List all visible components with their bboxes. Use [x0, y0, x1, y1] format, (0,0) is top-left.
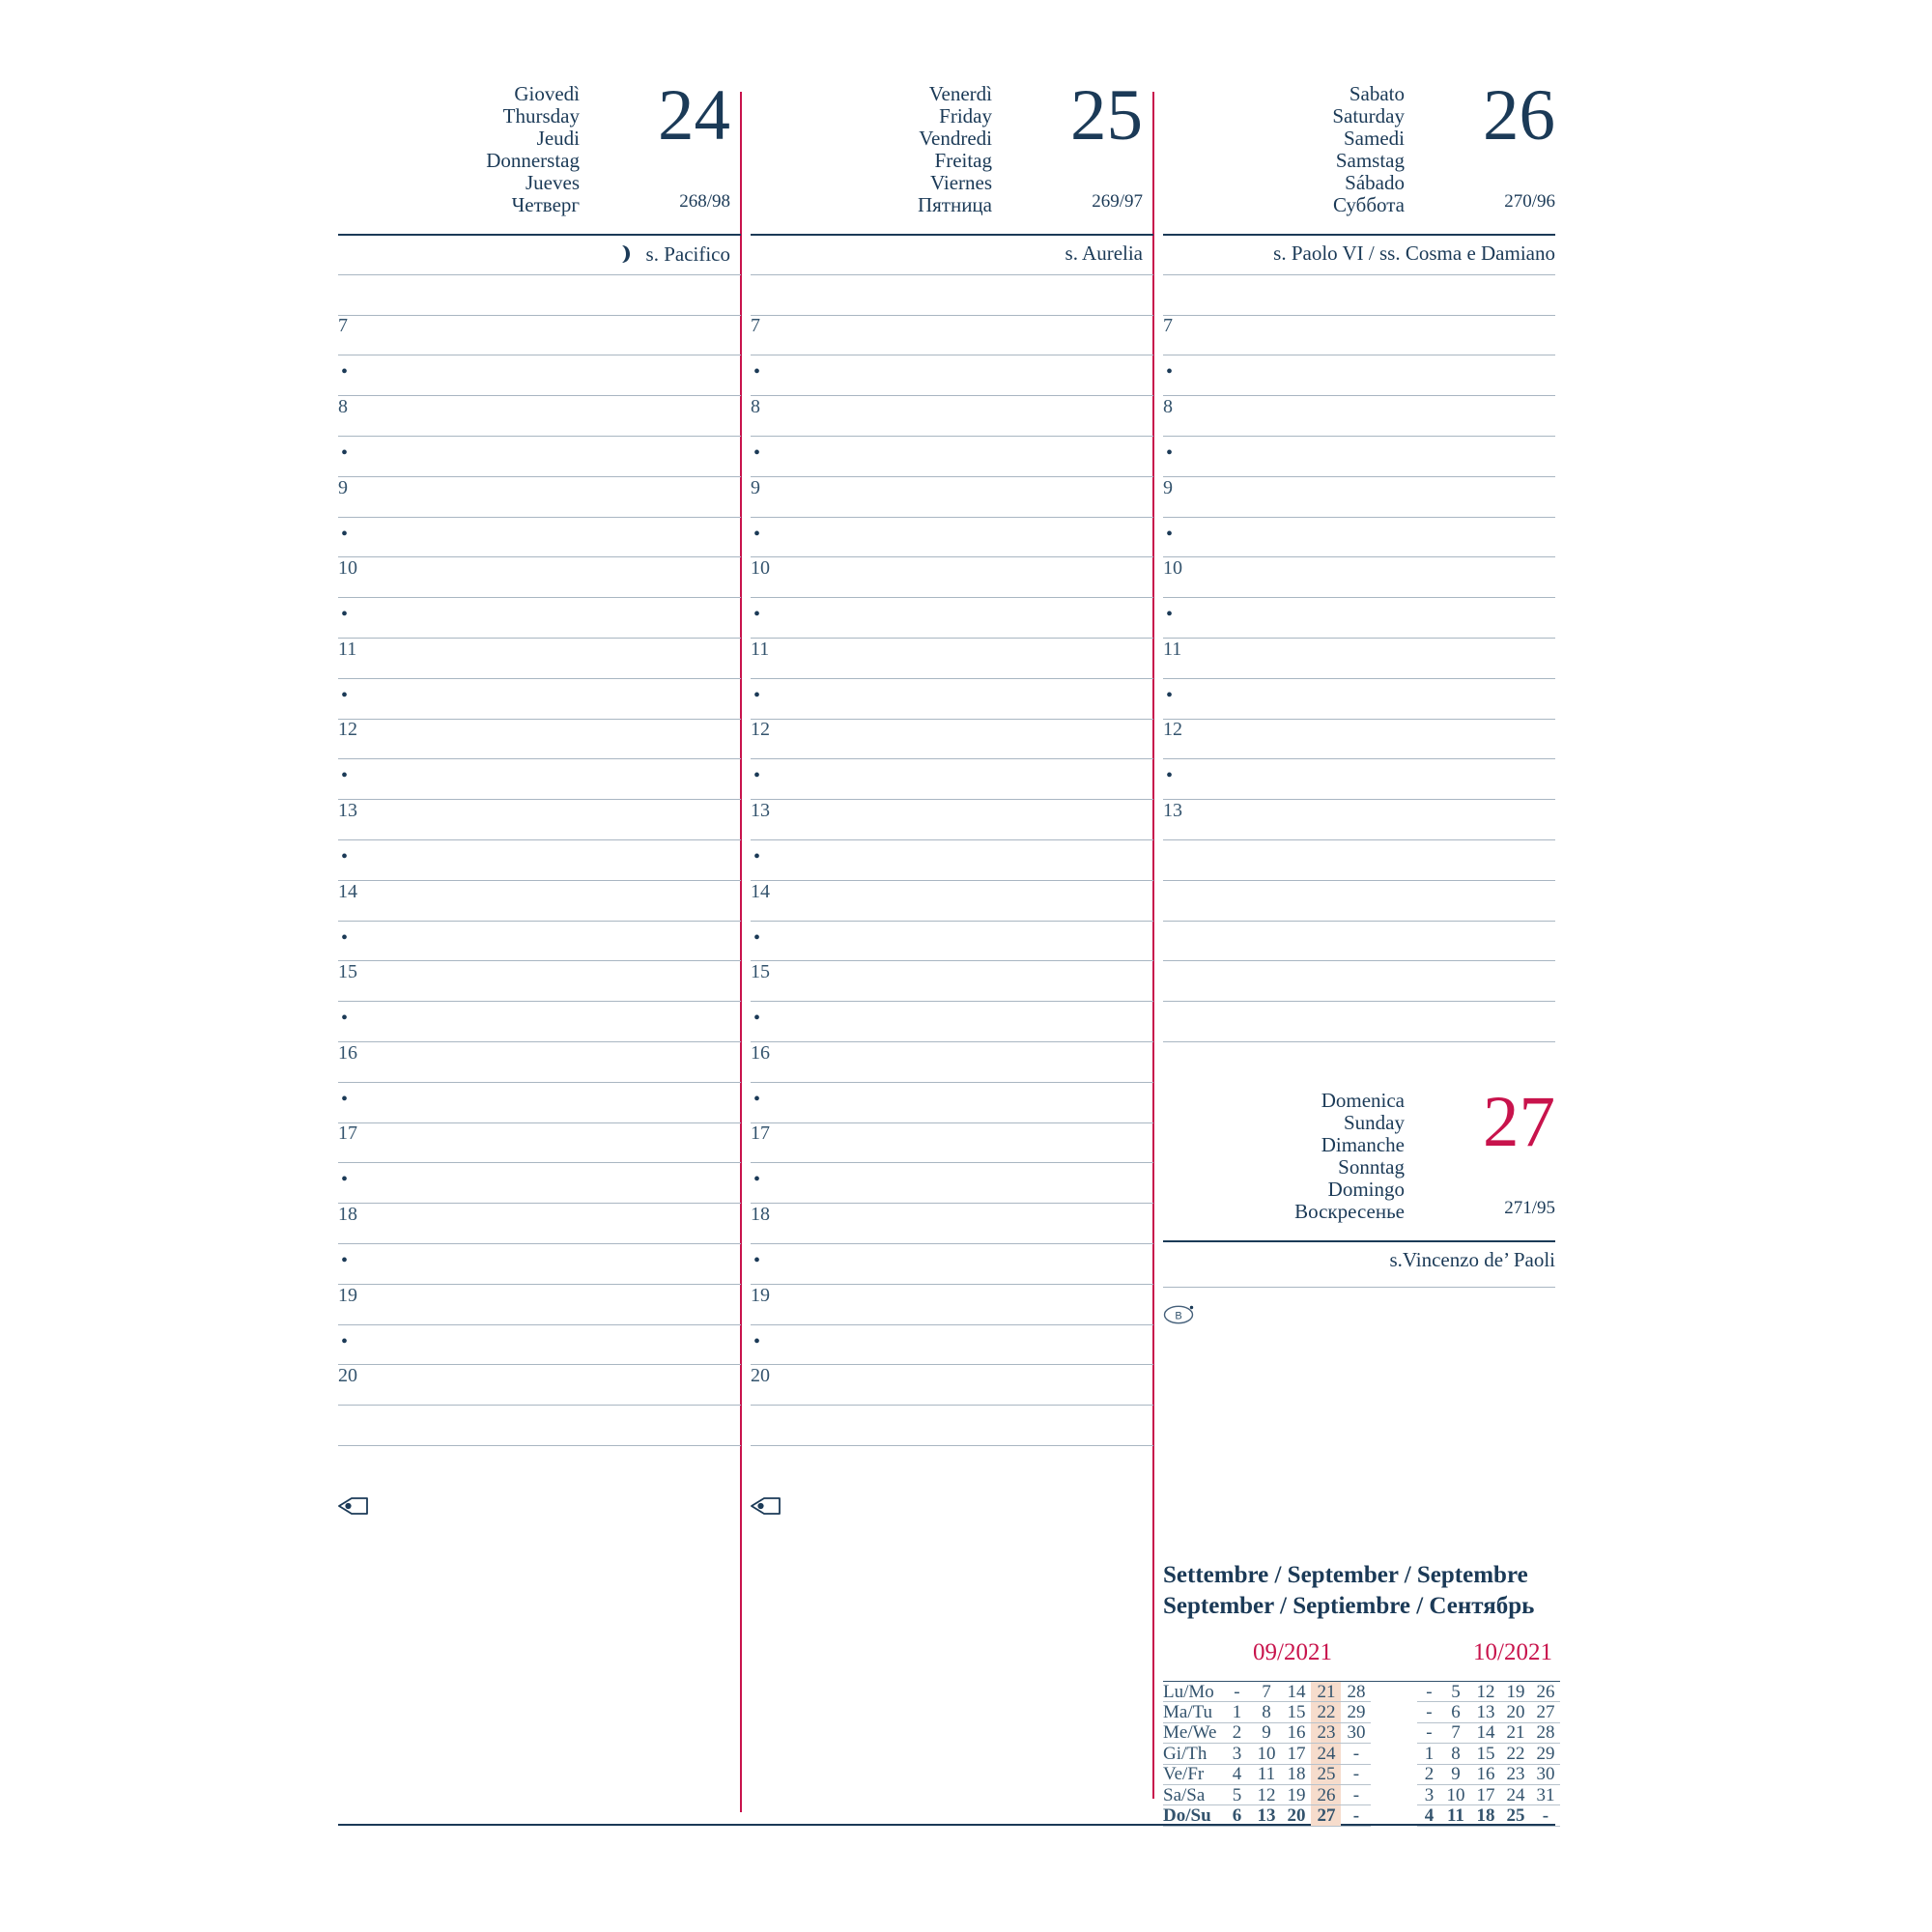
svg-text:B: B: [1175, 1311, 1181, 1322]
